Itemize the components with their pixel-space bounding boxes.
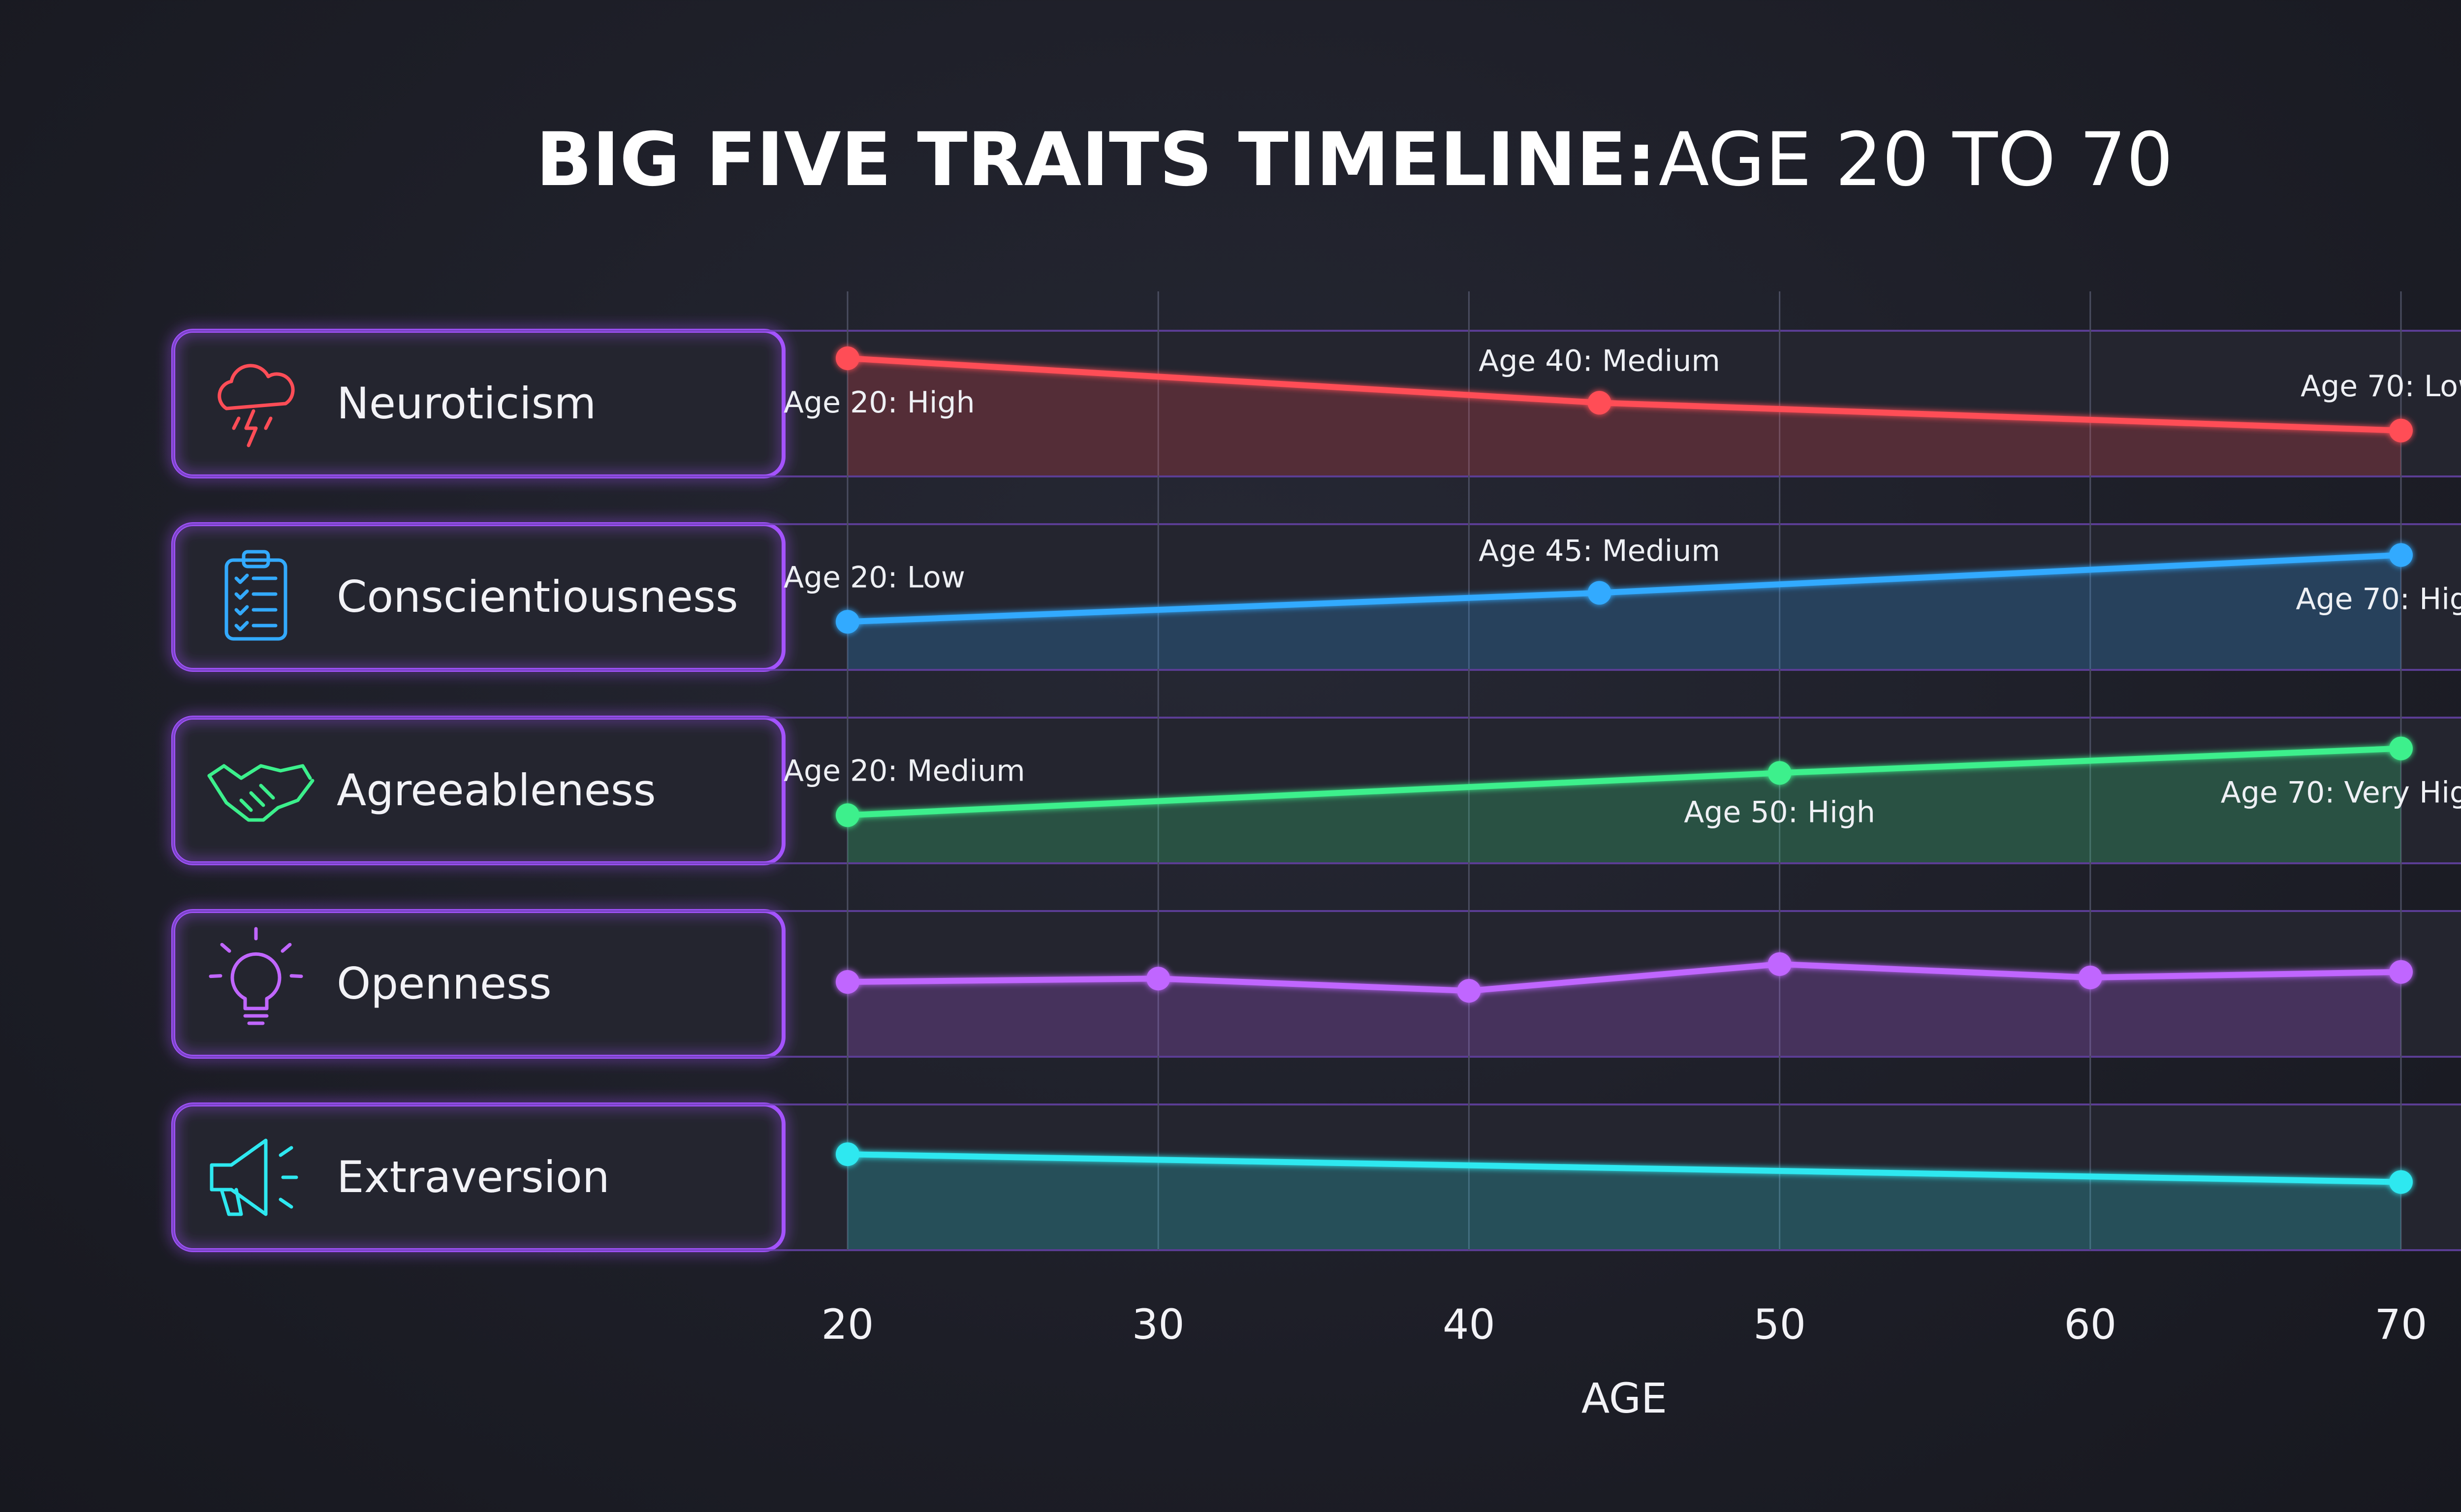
row-label: Agreeableness bbox=[337, 765, 656, 816]
megaphone-icon bbox=[210, 1138, 298, 1216]
annotation-label: Age 40: Medium bbox=[1479, 344, 1720, 378]
annotation-label: Age 20: Medium bbox=[784, 754, 1025, 788]
annotation-label: Age 20: High bbox=[784, 385, 975, 420]
row-panel-border bbox=[172, 717, 2461, 864]
annotation-label: Age 20: Low bbox=[784, 560, 965, 595]
data-point bbox=[836, 610, 859, 634]
data-point bbox=[2389, 543, 2413, 567]
series-area bbox=[848, 748, 2401, 862]
series-openness bbox=[836, 952, 2413, 1056]
x-tick-label: 20 bbox=[821, 1300, 874, 1349]
row-panel-border bbox=[172, 910, 2461, 1058]
series-extraversion bbox=[836, 1142, 2413, 1249]
clipboard-checklist-icon bbox=[224, 550, 287, 641]
data-point bbox=[2078, 966, 2102, 989]
row-panel-border bbox=[172, 330, 2461, 477]
annotation-layer: Age 20: High Age 40: Medium Age 70: Low Age… bbox=[784, 344, 2461, 829]
row-panel-border bbox=[172, 523, 2461, 671]
row-labels: Neuroticism Conscientiousness Agreeablenes… bbox=[207, 364, 738, 1216]
series-line bbox=[845, 1151, 2404, 1185]
data-point bbox=[1767, 952, 1792, 976]
x-tick-label: 50 bbox=[1753, 1300, 1806, 1349]
chart-title: BIG FIVE TRAITS TIMELINE: AGE 20 TO 70 bbox=[536, 117, 2174, 203]
data-point bbox=[2389, 960, 2413, 984]
annotation-label: Age 70: Very High bbox=[2221, 776, 2461, 810]
lightbulb-icon bbox=[209, 927, 303, 1025]
series-area bbox=[848, 964, 2401, 1056]
data-point bbox=[836, 346, 859, 370]
annotation-label: Age 70: Low bbox=[2301, 369, 2461, 404]
x-tick-label: 40 bbox=[1443, 1300, 1495, 1349]
x-tick-label: 70 bbox=[2375, 1300, 2428, 1349]
row-label: Extraversion bbox=[337, 1152, 610, 1202]
data-point bbox=[1457, 979, 1481, 1003]
storm-cloud-icon bbox=[218, 364, 295, 447]
data-point bbox=[836, 970, 859, 994]
x-axis-ticks: 20 30 40 50 60 70 bbox=[821, 1300, 2428, 1349]
series-area bbox=[848, 358, 2401, 475]
data-point bbox=[1767, 761, 1792, 785]
x-tick-label: 30 bbox=[1132, 1300, 1185, 1349]
row-label: Neuroticism bbox=[337, 378, 596, 429]
series-area bbox=[848, 555, 2401, 669]
series-layer bbox=[836, 346, 2413, 1249]
series-neuroticism bbox=[836, 346, 2413, 475]
series-conscientiousness bbox=[836, 543, 2413, 669]
data-point bbox=[2389, 418, 2413, 442]
chart-title-bold: BIG FIVE TRAITS TIMELINE: bbox=[536, 117, 1656, 203]
annotation-label: Age 70: High bbox=[2296, 582, 2461, 617]
series-agreeableness bbox=[836, 736, 2413, 862]
x-tick-label: 60 bbox=[2064, 1300, 2116, 1349]
row-label: Conscientiousness bbox=[337, 571, 738, 622]
handshake-icon bbox=[207, 764, 315, 822]
x-axis-title: AGE bbox=[1581, 1374, 1667, 1422]
annotation-label: Age 50: High bbox=[1684, 795, 1875, 829]
chart-title-rest: AGE 20 TO 70 bbox=[1659, 117, 2173, 203]
data-point bbox=[836, 803, 859, 827]
data-point bbox=[1587, 391, 1611, 415]
row-panel-border bbox=[172, 1103, 2461, 1251]
data-point bbox=[1146, 967, 1170, 991]
data-point bbox=[2389, 736, 2413, 760]
data-point bbox=[836, 1142, 859, 1166]
data-point bbox=[2389, 1170, 2413, 1194]
series-line bbox=[845, 961, 2404, 994]
annotation-label: Age 45: Medium bbox=[1479, 534, 1720, 568]
row-label: Openness bbox=[337, 958, 552, 1009]
row-panels bbox=[171, 329, 2461, 1252]
data-point bbox=[1587, 581, 1611, 605]
